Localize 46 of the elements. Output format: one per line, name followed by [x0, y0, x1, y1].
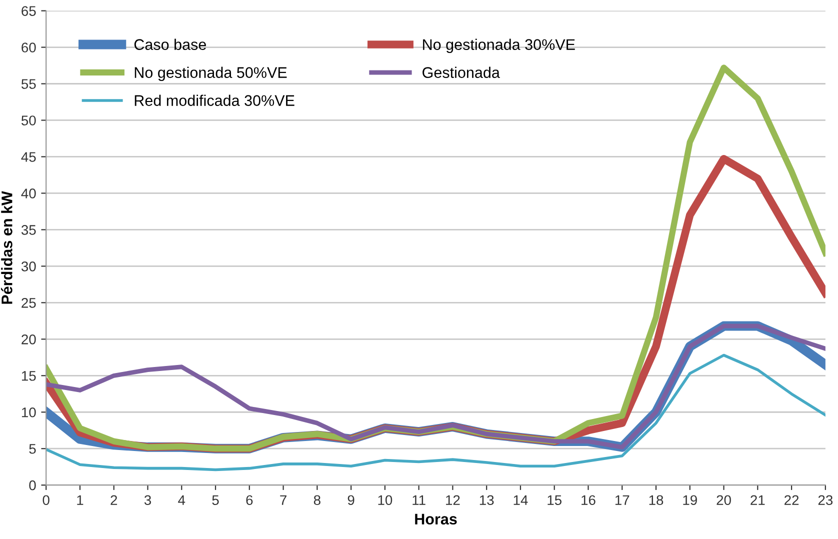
x-tick-label: 8 [314, 495, 320, 506]
y-tick-label: 45 [21, 152, 36, 162]
x-tick-label: 20 [716, 495, 731, 506]
line-series [46, 354, 826, 472]
legend-label: Gestionada [422, 66, 500, 78]
y-tick-label: 10 [22, 407, 36, 418]
x-tick-label: 18 [649, 495, 664, 506]
x-tick-label: 14 [514, 495, 528, 505]
x-tick-label: 6 [246, 495, 253, 506]
legend-label: No gestionada 30%VE [423, 38, 575, 53]
x-tick-label: 10 [378, 495, 392, 506]
x-tick-label: 19 [683, 495, 697, 506]
x-tick-label: 17 [615, 495, 630, 505]
x-tick-label: 9 [348, 495, 354, 506]
x-tick-label: 15 [548, 495, 562, 506]
y-tick-label: 55 [21, 79, 36, 89]
legend-label: No gestionada 50%VE [134, 66, 287, 81]
y-tick-label: 65 [22, 6, 36, 16]
x-axis-title: Horas [415, 514, 457, 525]
y-tick-label: 0 [29, 480, 36, 490]
x-tick-label: 13 [480, 495, 494, 506]
y-tick-label: 35 [21, 225, 36, 235]
y-axis-title: Pérdidas en kW [0, 191, 12, 304]
x-tick-label: 2 [110, 495, 118, 505]
x-tick-label: 23 [818, 495, 833, 506]
x-tick-label: 12 [446, 495, 460, 505]
y-tick-label: 5 [29, 444, 36, 454]
y-tick-label: 30 [21, 262, 36, 272]
x-tick-label: 11 [412, 495, 426, 505]
y-tick-label: 50 [21, 116, 36, 126]
x-tick-label: 7 [280, 495, 286, 505]
legend-label: Caso base [134, 38, 206, 50]
x-tick-label: 4 [178, 495, 186, 505]
x-tick-label: 3 [144, 495, 151, 506]
x-tick-label: 21 [750, 495, 765, 505]
x-tick-label: 5 [212, 495, 219, 506]
y-tick-label: 60 [22, 42, 36, 52]
x-tick-label: 1 [77, 495, 84, 505]
y-tick-label: 25 [22, 298, 36, 308]
x-tick-label: 22 [784, 495, 799, 505]
y-tick-label: 15 [22, 371, 36, 381]
x-tick-label: 16 [582, 495, 596, 506]
y-tick-label: 20 [22, 334, 36, 344]
legend-label: Red modificada 30%VE [134, 94, 294, 106]
y-tick-label: 40 [21, 188, 36, 198]
x-tick-label: 0 [42, 495, 50, 506]
